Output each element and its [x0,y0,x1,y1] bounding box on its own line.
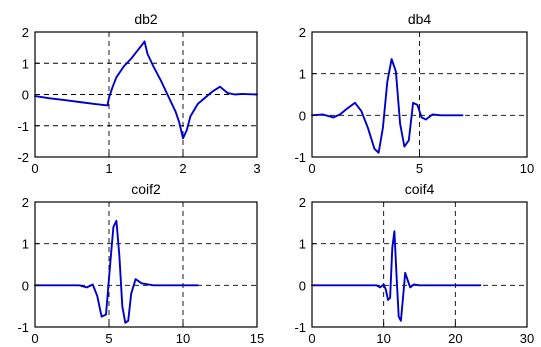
y-tick-label: 0 [22,278,29,293]
y-tick-label: -1 [294,150,306,165]
wavelet-series-line [34,219,199,324]
y-tick-label: 1 [22,237,29,252]
panel-title: db2 [134,11,158,27]
x-tick-label: 1 [105,161,112,176]
y-tick-label: 0 [22,88,29,103]
y-tick-label: -2 [17,150,29,165]
axes-frame [34,201,258,328]
wavelet-series-line [34,40,258,140]
wavelet-series-line [311,58,464,154]
axes-frame [311,201,528,328]
y-tick-label: -1 [17,320,29,335]
y-tick-label: 1 [299,67,306,82]
x-tick-label: 10 [376,331,390,346]
x-tick-label: 0 [31,161,38,176]
x-tick-label: 30 [520,331,534,346]
y-tick-label: 2 [299,25,306,40]
panel-title: coif4 [405,181,435,197]
y-tick-label: 0 [299,108,306,123]
wavelet-series-line [311,230,482,322]
panel-db2: db2 0 1 2 3 -2 -1 0 1 2 [17,11,260,176]
y-tick-label: 1 [299,237,306,252]
panel-title: coif2 [131,181,161,197]
x-tick-label: 10 [176,331,190,346]
panel-title: db4 [408,11,432,27]
x-tick-label: 0 [308,331,315,346]
x-tick-label: 5 [416,161,423,176]
y-tick-label: -1 [17,119,29,134]
x-tick-label: 2 [179,161,186,176]
x-tick-label: 15 [250,331,264,346]
y-tick-label: 2 [22,195,29,210]
x-tick-label: 20 [448,331,462,346]
x-tick-label: 5 [105,331,112,346]
y-tick-label: 1 [22,56,29,71]
y-tick-label: 0 [299,278,306,293]
y-tick-label: 2 [22,25,29,40]
x-tick-label: 10 [520,161,534,176]
y-tick-label: -1 [294,320,306,335]
x-tick-label: 0 [31,331,38,346]
x-tick-label: 3 [253,161,260,176]
x-tick-label: 0 [308,161,315,176]
y-tick-label: 2 [299,195,306,210]
